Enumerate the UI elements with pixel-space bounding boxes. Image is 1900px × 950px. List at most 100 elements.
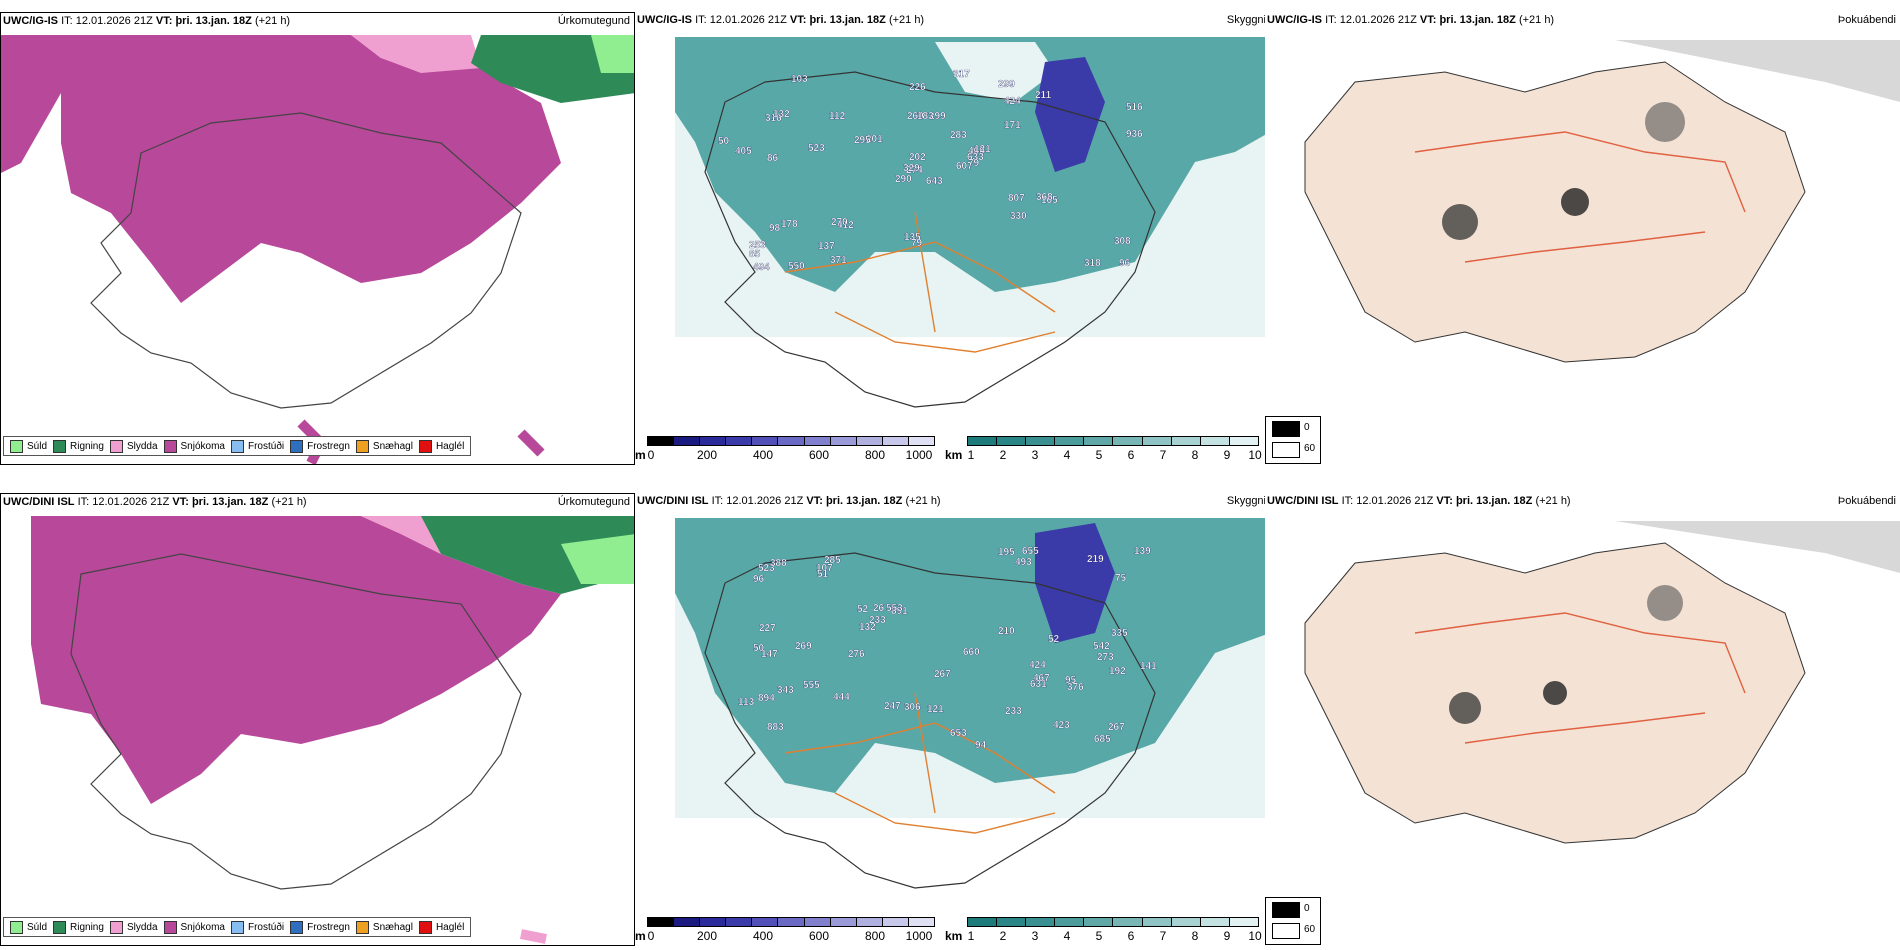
ceiling-height-label: 371 — [830, 255, 847, 266]
ceiling-height-label: 542 — [1093, 641, 1110, 652]
fog-legend: 0 60 — [1265, 416, 1321, 464]
ceiling-tick: 0 — [647, 448, 655, 462]
fog-legend-swatch-0 — [1272, 902, 1300, 918]
field-name-visibility: Skyggni — [1226, 495, 1266, 507]
ceiling-tick: 600 — [808, 929, 830, 943]
ceiling-height-label: 233 — [1005, 706, 1022, 717]
sleet-patch-south — [520, 929, 547, 944]
ceiling-height-label: 50 — [718, 136, 730, 147]
visibility-tick: 1 — [967, 448, 975, 462]
ceiling-colorbar-strip — [647, 436, 935, 446]
snow-area — [61, 35, 561, 303]
ceiling-height-label: 343 — [777, 685, 794, 696]
legend-item-sleet: Slydda — [109, 920, 158, 934]
legend-item-freezing-rain: Frostregn — [290, 920, 350, 934]
good-visibility-area — [935, 42, 1055, 102]
legend-item-hail: Haglél — [418, 439, 464, 453]
visibility-colorbar: km 1 2 3 4 5 6 7 8 9 10 — [945, 917, 1265, 945]
ceiling-height-label: 523 — [808, 143, 825, 154]
ceiling-height-label: 276 — [848, 649, 865, 660]
ceiling-height-label: 96 — [753, 574, 765, 585]
ceiling-height-label: 405 — [735, 146, 752, 157]
road-network — [784, 692, 1056, 834]
legend-item-snow-pellets: Snæhagl — [355, 920, 413, 934]
ceiling-height-label: 79 — [968, 158, 980, 169]
ceiling-height-label: 96 — [1119, 258, 1131, 269]
ceiling-height-label: 270 — [831, 217, 848, 228]
ceiling-height-label: 306 — [904, 702, 921, 713]
panel-title: UWC/IG-IS IT: 12.01.2026 21Z VT: þri. 13… — [637, 14, 925, 26]
fog-map-top — [1304, 40, 1900, 363]
ceiling-height-label: 423 — [1053, 720, 1070, 731]
fog-core — [1442, 204, 1478, 240]
ceiling-height-label: 388 — [770, 558, 787, 569]
ceiling-unit: m — [635, 929, 646, 943]
ceiling-height-label: 253 — [749, 240, 766, 251]
ceiling-height-label: 424 — [1029, 660, 1046, 671]
ceiling-height-label: 550 — [788, 261, 805, 272]
ceiling-height-label: 132 — [773, 109, 790, 120]
ceiling-height-label: 79 — [911, 238, 923, 249]
fog-legend-label-0: 0 — [1304, 422, 1310, 433]
fog-legend-swatch-60 — [1272, 442, 1300, 458]
road-network — [1414, 131, 1746, 263]
ceiling-height-label: 493 — [1015, 557, 1032, 568]
ceiling-height-label: 112 — [829, 111, 846, 122]
ceiling-height-label: 285 — [824, 555, 841, 566]
visibility-tick: 8 — [1191, 448, 1199, 462]
visibility-unit: km — [945, 448, 963, 462]
ceiling-height-label: 95 — [1065, 675, 1077, 686]
visibility-tick: 10 — [1248, 448, 1262, 462]
ceiling-height-label: 329 — [903, 163, 920, 174]
visibility-colorbar-strip — [967, 917, 1259, 927]
visibility-tick: 6 — [1127, 448, 1135, 462]
ceiling-height-label: 233 — [869, 615, 886, 626]
fog-legend-swatch-60 — [1272, 923, 1300, 939]
ceiling-height-label: 260 — [907, 111, 924, 122]
ceiling-height-label: 299 — [929, 111, 946, 122]
ceiling-height-label: 178 — [781, 219, 798, 230]
fog-core — [1543, 681, 1567, 705]
ceiling-height-label: 653 — [950, 728, 967, 739]
ceiling-height-label: 210 — [998, 626, 1015, 637]
ceiling-height-label: 121 — [927, 704, 944, 715]
ceiling-height-label: 107 — [816, 563, 833, 574]
fog-core — [1645, 102, 1685, 142]
ceiling-height-label: 50 — [753, 643, 765, 654]
ceiling-tick: 600 — [808, 448, 830, 462]
fog-core — [1647, 585, 1683, 621]
low-ceiling-area — [1035, 523, 1115, 643]
visibility-panel-bottom: 424 273 883 285 891 423 894 493 52 94 96 50 523 267 24… — [635, 493, 1270, 946]
legend-item-sleet: Slydda — [109, 439, 158, 453]
ceiling-height-label: 139 — [1134, 546, 1151, 557]
ceiling-height-label: 412 — [837, 220, 854, 231]
ceiling-height-label: 51 — [817, 569, 829, 580]
ceiling-height-label: 171 — [1004, 120, 1021, 131]
ceiling-height-label: 269 — [795, 641, 812, 652]
ceiling-height-label: 523 — [758, 563, 775, 574]
visibility-tick: 9 — [1223, 448, 1231, 462]
visibility-colorbar-strip — [967, 436, 1259, 446]
ceiling-height-label: 891 — [891, 606, 908, 617]
ceiling-height-label: 132 — [859, 622, 876, 633]
fog-legend-label-0: 0 — [1304, 903, 1310, 914]
ceiling-height-label: 316 — [765, 113, 782, 124]
panel-title: UWC/DINI ISL IT: 12.01.2026 21Z VT: þri.… — [3, 496, 307, 508]
visibility-panel-top: 643 316 274 253 469 412 299 299 424 607 103 96 86 516… — [635, 12, 1270, 465]
ceiling-tick: 800 — [864, 929, 886, 943]
ceiling-tick: 1000 — [905, 929, 933, 943]
ceiling-height-label: 660 — [963, 647, 980, 658]
ceiling-tick: 0 — [647, 929, 655, 943]
visibility-tick: 10 — [1248, 929, 1262, 943]
ceiling-height-label: 226 — [909, 82, 926, 93]
ceiling-height-label: 113 — [738, 697, 755, 708]
ceiling-height-label: 308 — [1114, 236, 1131, 247]
fog-legend-swatch-0 — [1272, 421, 1300, 437]
visibility-tick: 3 — [1031, 929, 1039, 943]
visibility-colorbar: km 1 2 3 4 5 6 7 8 9 10 — [945, 436, 1265, 464]
legend-item-drizzle: Súld — [10, 439, 47, 453]
drizzle-area — [591, 35, 634, 73]
ceiling-height-label: 368 — [1036, 192, 1053, 203]
iceland-outline — [704, 71, 1156, 408]
snow-area — [31, 516, 561, 804]
